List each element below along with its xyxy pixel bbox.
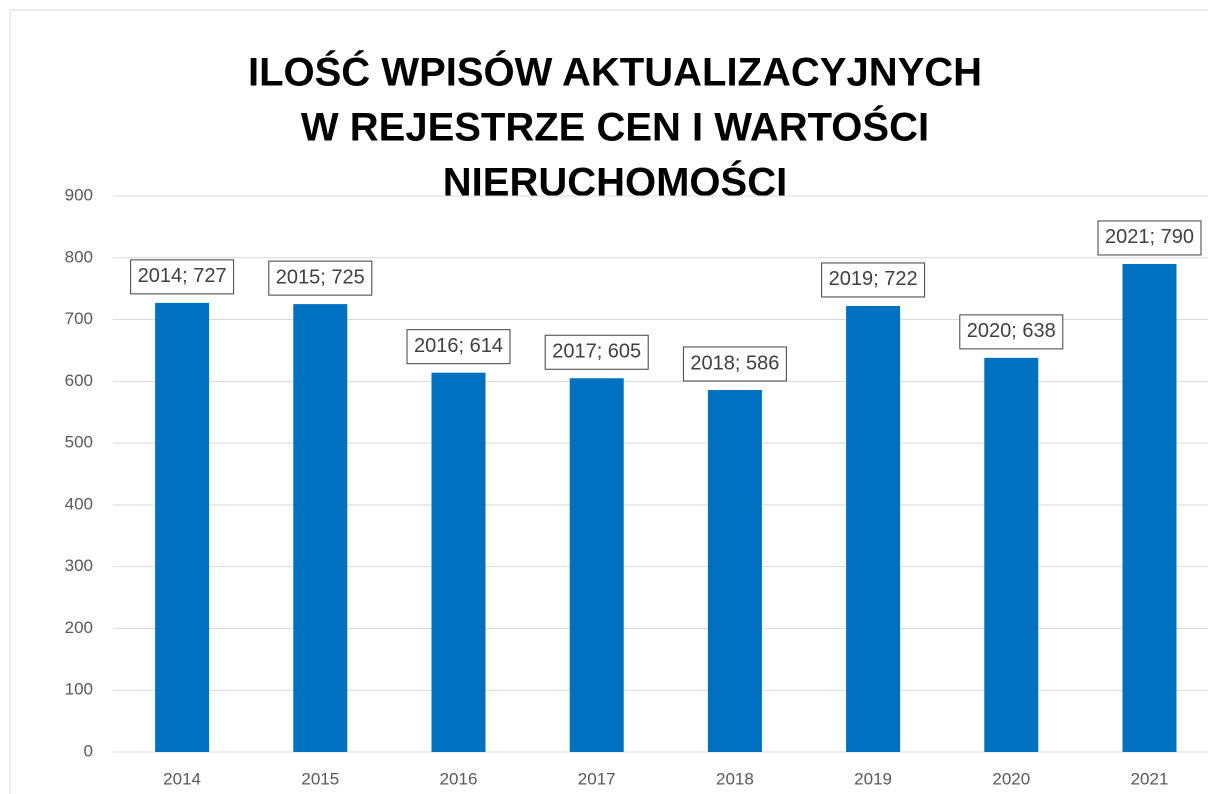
data-label-box xyxy=(406,329,511,365)
bar xyxy=(155,302,210,752)
y-tick-label: 200 xyxy=(65,618,93,637)
x-tick-label: 2015 xyxy=(301,769,339,788)
bar xyxy=(431,372,486,752)
data-label-box xyxy=(682,346,787,382)
bar xyxy=(1122,263,1177,752)
y-tick-label: 700 xyxy=(65,309,93,328)
y-tick-label: 800 xyxy=(65,247,93,266)
bar xyxy=(707,389,762,752)
bar xyxy=(569,378,624,752)
data-label-box xyxy=(959,314,1064,350)
bar xyxy=(846,305,901,752)
x-tick-label: 2021 xyxy=(1131,769,1169,788)
bar xyxy=(984,357,1039,752)
data-label: 2020; 638 xyxy=(967,320,1056,342)
x-tick-label: 2018 xyxy=(716,769,754,788)
data-label: 2015; 725 xyxy=(276,266,365,288)
data-label-box xyxy=(544,334,649,370)
data-label-box xyxy=(268,260,373,296)
x-tick-label: 2019 xyxy=(854,769,892,788)
bar xyxy=(293,304,348,752)
data-label: 2014; 727 xyxy=(138,265,227,287)
y-tick-label: 600 xyxy=(65,371,93,390)
y-tick-label: 100 xyxy=(65,680,93,699)
chart-title: NIERUCHOMOŚCI xyxy=(443,159,787,205)
x-tick-label: 2014 xyxy=(163,769,201,788)
data-label: 2016; 614 xyxy=(414,335,503,357)
y-tick-label: 900 xyxy=(65,185,93,204)
data-label-box xyxy=(821,262,926,298)
y-tick-label: 300 xyxy=(65,556,93,575)
x-tick-label: 2016 xyxy=(440,769,478,788)
data-label: 2017; 605 xyxy=(552,341,641,363)
data-label: 2021; 790 xyxy=(1105,226,1194,248)
data-label-box xyxy=(130,259,235,295)
chart-title: W REJESTRZE CEN I WARTOŚCI xyxy=(301,104,929,150)
y-tick-label: 0 xyxy=(84,741,93,760)
x-tick-label: 2017 xyxy=(578,769,616,788)
chart-title: ILOŚĆ WPISÓW AKTUALIZACYJNYCH xyxy=(248,49,982,95)
data-label: 2018; 586 xyxy=(690,352,779,374)
data-label-box xyxy=(1097,220,1202,256)
x-tick-label: 2020 xyxy=(992,769,1030,788)
y-tick-label: 400 xyxy=(65,494,93,513)
y-tick-label: 500 xyxy=(65,433,93,452)
data-label: 2019; 722 xyxy=(829,268,918,290)
